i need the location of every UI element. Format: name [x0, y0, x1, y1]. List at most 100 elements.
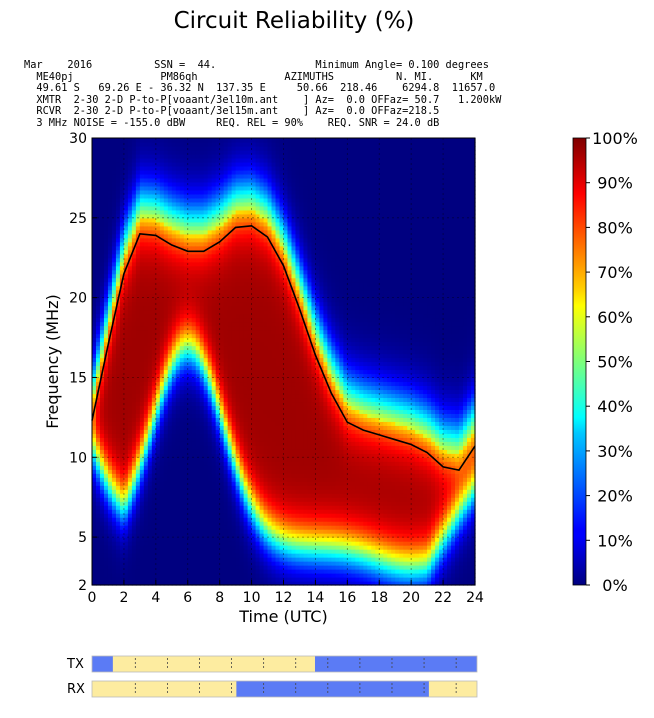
heatmap-cell	[187, 417, 193, 422]
heatmap-cell	[267, 565, 273, 570]
heatmap-cell	[183, 429, 189, 434]
heatmap-cell	[227, 269, 233, 275]
heatmap-cell	[147, 393, 153, 399]
heatmap-cell	[223, 553, 229, 558]
heatmap-cell	[207, 249, 213, 255]
heatmap-cell	[227, 329, 233, 335]
heatmap-cell	[167, 553, 173, 558]
heatmap-cell	[223, 313, 229, 319]
heatmap-cell	[207, 545, 213, 550]
heatmap-cell	[147, 489, 153, 494]
heatmap-cell	[255, 461, 261, 466]
heatmap-cell	[151, 289, 157, 295]
heatmap-cell	[115, 289, 121, 295]
heatmap-cell	[235, 581, 241, 586]
heatmap-cell	[211, 297, 217, 303]
heatmap-cell	[139, 157, 145, 163]
heatmap-cell	[263, 537, 269, 542]
heatmap-cell	[147, 533, 153, 538]
heatmap-cell	[191, 277, 197, 283]
heatmap-cell	[167, 293, 173, 299]
heatmap-cell	[155, 529, 161, 534]
heatmap-cell	[207, 361, 213, 367]
heatmap-cell	[263, 138, 269, 143]
heatmap-cell	[95, 477, 101, 482]
heatmap-cell	[219, 501, 225, 506]
heatmap-cell	[163, 445, 169, 450]
heatmap-cell	[211, 437, 217, 442]
heatmap-cell	[203, 457, 209, 462]
heatmap-cell	[127, 193, 133, 199]
heatmap-cell	[179, 229, 185, 235]
heatmap-cell	[139, 233, 145, 239]
heatmap-cell	[227, 345, 233, 351]
heatmap-cell	[191, 413, 197, 418]
heatmap-cell	[211, 229, 217, 235]
heatmap-cell	[163, 509, 169, 514]
heatmap-cell	[131, 217, 137, 223]
heatmap-cell	[139, 285, 145, 291]
heatmap-cell	[95, 577, 101, 582]
heatmap-cell	[259, 313, 265, 319]
heatmap-cell	[207, 549, 213, 554]
heatmap-cell	[187, 153, 193, 159]
heatmap-cell	[163, 381, 169, 387]
heatmap-cell	[207, 269, 213, 275]
heatmap-cell	[127, 177, 133, 183]
heatmap-cell	[143, 229, 149, 235]
heatmap-cell	[103, 289, 109, 295]
heatmap-cell	[179, 381, 185, 387]
heatmap-cell	[135, 445, 141, 450]
heatmap-cell	[95, 357, 101, 363]
heatmap-cell	[103, 505, 109, 510]
heatmap-cell	[155, 493, 161, 498]
heatmap-cell	[171, 197, 177, 203]
heatmap-cell	[251, 349, 257, 355]
heatmap-cell	[135, 209, 141, 215]
heatmap-cell	[203, 401, 209, 406]
heatmap-cell	[175, 365, 181, 371]
heatmap-cell	[195, 313, 201, 319]
heatmap-cell	[255, 305, 261, 311]
heatmap-cell	[247, 501, 253, 506]
heatmap-cell	[99, 537, 105, 542]
heatmap-cell	[111, 433, 117, 438]
heatmap-cell	[259, 249, 265, 255]
heatmap-cell	[199, 333, 205, 339]
heatmap-cell	[111, 429, 117, 434]
heatmap-cell	[123, 485, 129, 490]
heatmap-cell	[251, 293, 257, 299]
heatmap-cell	[139, 341, 145, 347]
heatmap-cell	[127, 161, 133, 167]
heatmap-cell	[127, 237, 133, 243]
heatmap-cell	[99, 441, 105, 446]
heatmap-cell	[119, 373, 125, 379]
heatmap-cell	[103, 313, 109, 319]
heatmap-cell	[227, 213, 233, 219]
heatmap-cell	[223, 265, 229, 271]
heatmap-cell	[259, 365, 265, 371]
heatmap-cell	[195, 138, 201, 143]
heatmap-cell	[243, 445, 249, 450]
heatmap-cell	[175, 477, 181, 482]
heatmap-cell	[135, 485, 141, 490]
heatmap-cell	[135, 281, 141, 287]
heatmap-cell	[199, 521, 205, 526]
heatmap-cell	[227, 445, 233, 450]
heatmap-cell	[155, 177, 161, 183]
heatmap-cell	[95, 545, 101, 550]
heatmap-cell	[235, 509, 241, 514]
heatmap-cell	[211, 185, 217, 191]
heatmap-cell	[247, 305, 253, 311]
heatmap-cell	[111, 273, 117, 279]
heatmap-cell	[259, 153, 265, 159]
heatmap-cell	[123, 293, 129, 299]
heatmap-cell	[175, 257, 181, 263]
heatmap-cell	[243, 541, 249, 546]
heatmap-cell	[131, 185, 137, 191]
heatmap-cell	[239, 201, 245, 207]
heatmap-cell	[119, 505, 125, 510]
heatmap-cell	[95, 189, 101, 195]
heatmap-cell	[199, 393, 205, 399]
heatmap-cell	[207, 217, 213, 223]
